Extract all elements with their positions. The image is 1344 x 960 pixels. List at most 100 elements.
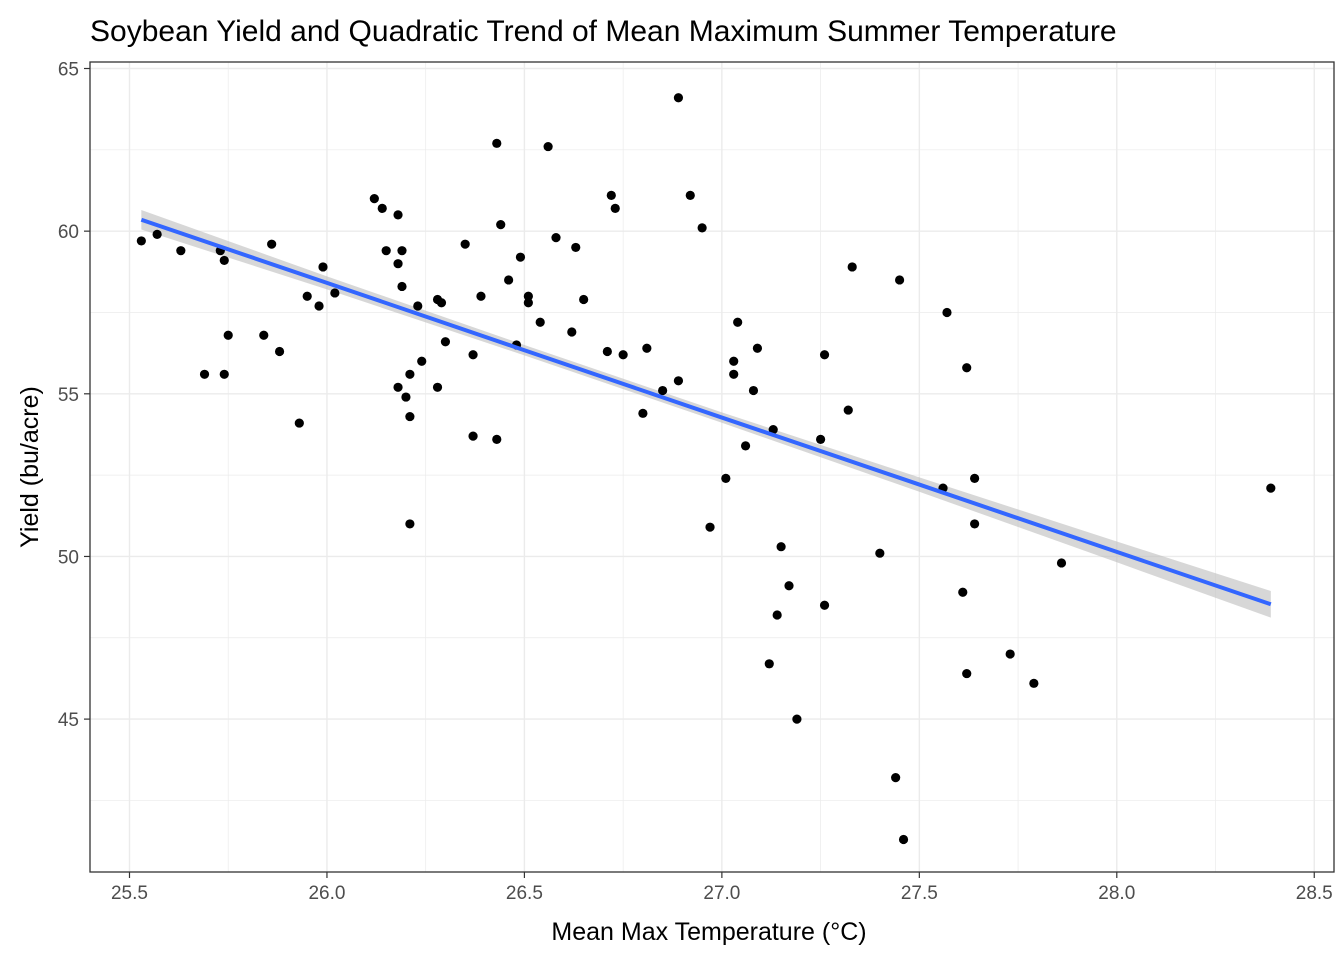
x-tick-label: 28.0 — [1098, 883, 1135, 904]
data-point — [942, 307, 952, 318]
data-point — [504, 275, 514, 285]
data-point — [729, 356, 739, 366]
data-point — [460, 239, 470, 249]
data-point — [567, 327, 577, 337]
data-point — [393, 210, 403, 220]
data-point — [819, 350, 830, 360]
data-point — [784, 581, 794, 591]
data-point — [294, 418, 304, 428]
data-point — [219, 369, 229, 379]
data-point — [302, 291, 312, 301]
data-point — [223, 330, 233, 340]
data-point — [436, 298, 447, 308]
x-tick-label: 27.0 — [703, 883, 740, 904]
data-point — [259, 330, 269, 340]
data-point — [697, 223, 707, 233]
data-point — [377, 203, 387, 213]
data-point — [898, 834, 909, 845]
data-point — [397, 281, 407, 292]
data-point — [267, 239, 277, 249]
data-point — [405, 519, 415, 529]
y-tick-label: 65 — [58, 60, 79, 81]
trend-line — [140, 217, 1272, 607]
y-axis: 45 50 55 60 65 — [58, 60, 90, 731]
panel-border — [89, 61, 1335, 873]
data-point — [405, 411, 415, 422]
data-point — [417, 356, 427, 366]
data-point — [492, 434, 502, 444]
data-point — [970, 519, 980, 529]
data-point — [875, 548, 885, 558]
data-point — [401, 392, 411, 402]
data-point — [1005, 649, 1015, 659]
x-tick-label: 25.5 — [111, 883, 148, 904]
y-axis-title: Yield (bu/acre) — [16, 386, 44, 548]
data-point — [1266, 483, 1276, 493]
data-point — [535, 317, 545, 327]
data-point — [705, 522, 715, 532]
data-point — [772, 610, 782, 620]
data-point — [958, 587, 968, 597]
data-point — [618, 350, 628, 360]
data-point — [136, 236, 146, 246]
data-point — [413, 301, 423, 311]
data-point — [638, 408, 648, 418]
data-point — [894, 275, 905, 285]
data-point — [1056, 558, 1067, 568]
data-point — [764, 659, 774, 669]
data-point — [176, 246, 186, 256]
data-point — [274, 346, 285, 357]
data-point — [523, 298, 533, 308]
x-tick-label: 26.0 — [308, 883, 345, 904]
data-point — [748, 385, 759, 396]
x-tick-label: 26.5 — [506, 883, 543, 904]
y-tick-label: 50 — [58, 547, 79, 568]
data-point — [721, 473, 731, 483]
data-point — [492, 138, 502, 148]
y-tick-label: 45 — [58, 710, 79, 731]
y-tick-label: 55 — [58, 385, 79, 406]
data-point — [658, 385, 668, 396]
data-point — [393, 259, 403, 269]
data-point — [219, 255, 229, 266]
data-point — [405, 369, 415, 379]
data-point — [752, 343, 763, 353]
data-point — [381, 246, 391, 256]
data-point — [571, 242, 581, 253]
data-point — [673, 93, 684, 103]
data-point — [393, 382, 403, 392]
data-point — [440, 337, 451, 347]
data-point — [543, 141, 553, 152]
data-point — [551, 233, 561, 243]
x-axis-title: Mean Max Temperature (°C) — [551, 918, 866, 946]
data-points — [136, 93, 1276, 845]
data-point — [729, 369, 739, 379]
data-point — [606, 190, 616, 200]
trend-line-group — [140, 217, 1272, 607]
data-point — [843, 405, 853, 415]
data-point — [468, 350, 478, 360]
data-point — [468, 431, 478, 441]
data-point — [776, 542, 786, 552]
data-point — [397, 246, 407, 256]
data-point — [768, 424, 778, 435]
data-point — [369, 194, 379, 204]
data-point — [610, 203, 620, 213]
data-point — [515, 252, 526, 262]
data-point — [740, 441, 751, 451]
data-point — [432, 382, 443, 392]
data-point — [642, 343, 652, 353]
data-point — [496, 220, 506, 230]
data-point — [673, 376, 684, 386]
data-point — [816, 434, 826, 444]
x-tick-label: 28.5 — [1296, 883, 1333, 904]
chart-title: Soybean Yield and Quadratic Trend of Mea… — [90, 15, 1117, 48]
data-point — [152, 229, 162, 240]
data-point — [476, 291, 486, 301]
data-point — [733, 317, 743, 327]
data-point — [962, 363, 972, 373]
y-tick-label: 60 — [58, 222, 79, 243]
data-point — [847, 262, 857, 272]
